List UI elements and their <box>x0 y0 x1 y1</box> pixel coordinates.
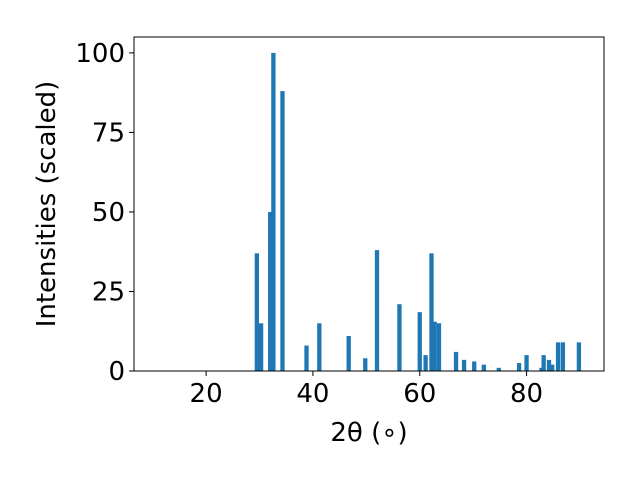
bar-20 <box>496 367 501 371</box>
bar-22 <box>524 355 529 371</box>
bar-5 <box>304 345 309 371</box>
y-tick-label: 75 <box>92 118 125 148</box>
bar-7 <box>346 336 351 371</box>
bar-29 <box>576 342 582 371</box>
bar-17 <box>461 359 467 371</box>
x-tick-label: 20 <box>190 379 223 409</box>
x-axis-label: 2θ (∘) <box>330 418 407 448</box>
bar-18 <box>472 361 477 371</box>
bar-0 <box>254 253 259 371</box>
bar-25 <box>546 359 552 371</box>
bars-group <box>254 52 582 372</box>
bar-10 <box>397 304 402 371</box>
y-axis: 0 25 50 75 100 <box>75 39 134 387</box>
bar-1 <box>258 323 264 371</box>
bar-21 <box>516 363 522 371</box>
bar-15 <box>436 323 442 371</box>
y-tick-label: 25 <box>92 277 125 307</box>
bar-13 <box>429 253 434 371</box>
bar-27 <box>555 342 561 371</box>
bar-11 <box>417 312 422 371</box>
bar-2 <box>268 211 273 371</box>
x-axis: 20 40 60 80 <box>190 371 543 409</box>
bar-16 <box>453 351 459 371</box>
bar-28 <box>560 342 566 371</box>
y-axis-label: Intensities (scaled) <box>32 81 62 328</box>
bar-6 <box>317 323 322 371</box>
bar-9 <box>374 250 380 371</box>
bar-14 <box>432 321 437 371</box>
bar-26 <box>550 364 555 371</box>
y-tick-label: 100 <box>75 39 125 69</box>
x-tick-label: 60 <box>403 379 436 409</box>
plot-frame <box>133 36 605 372</box>
bar-8 <box>363 358 368 371</box>
y-tick-label: 50 <box>92 198 125 228</box>
bar-4 <box>280 91 285 371</box>
bar-24 <box>541 355 546 371</box>
bar-12 <box>423 355 428 371</box>
x-tick-label: 40 <box>296 379 329 409</box>
bar-19 <box>481 364 486 371</box>
x-tick-label: 80 <box>510 379 543 409</box>
y-tick-label: 0 <box>108 357 125 387</box>
bar-3 <box>271 52 276 372</box>
